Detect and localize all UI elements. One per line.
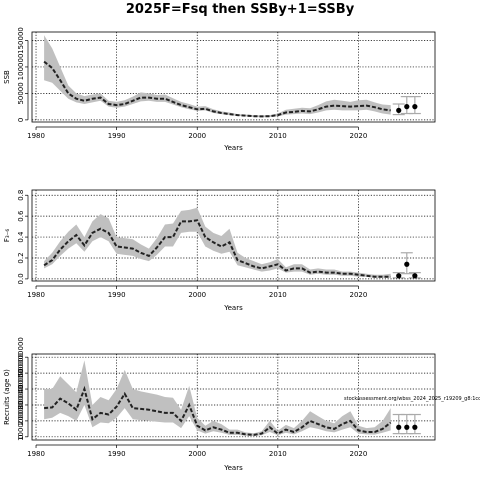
y-tick-label: 50000: [17, 82, 25, 104]
y-tick-label: 400000000: [17, 353, 25, 393]
page-title: 2025F=Fsq then SSBy+1=SSBy: [126, 2, 355, 17]
y-axis-label: F₃₋₆: [3, 229, 11, 243]
forecast-point: [396, 273, 402, 279]
x-tick-label: 2020: [350, 291, 368, 299]
x-tick-label: 2020: [350, 450, 368, 458]
y-tick-label: 0.4: [17, 231, 25, 243]
chart-panel-2: 1980 1990 2000 2010 2020 0.0 0.2 0.4 0.6 0.8 Years…: [3, 189, 436, 312]
x-tick-label: 1980: [27, 291, 45, 299]
chart-panel-3: 1980 1990 2000 2010 2020 01000000002000000003…: [3, 337, 480, 472]
x-tick-label: 1980: [27, 450, 45, 458]
x-tick-label: 2010: [269, 132, 287, 140]
x-tick-label: 1990: [108, 450, 126, 458]
y-tick-label: 0.8: [17, 190, 25, 201]
y-axis-label: SSB: [3, 70, 11, 84]
x-tick-label: 1990: [108, 132, 126, 140]
y-tick-label: 0: [17, 118, 25, 122]
x-tick-label: 2010: [269, 450, 287, 458]
x-tick-label: 2000: [188, 132, 206, 140]
x-tick-label: 1980: [27, 132, 45, 140]
y-tick-label: 0.0: [17, 273, 25, 284]
y-tick-label: 0.2: [17, 252, 25, 263]
estimate-line: [43, 60, 391, 118]
stockassessment-note: stockassessment.org/wbss_2024_2025_r1920…: [344, 396, 480, 402]
estimate-line: [44, 385, 392, 436]
forecast-point: [404, 261, 410, 267]
forecast-point: [396, 107, 402, 113]
forecast-point: [404, 424, 410, 430]
confidence-band: [44, 35, 391, 118]
x-tick-label: 2020: [350, 132, 368, 140]
forecast-point: [412, 424, 418, 430]
y-tick-label: 100000000: [17, 401, 25, 441]
x-axis-label: Years: [223, 464, 243, 472]
y-axis-label: Recruits (age 0): [3, 369, 11, 425]
y-tick-label: 200000000: [17, 385, 25, 425]
confidence-band: [44, 360, 391, 436]
forecast-point: [396, 424, 402, 430]
plot-frame: [31, 31, 436, 123]
forecast-point: [412, 273, 418, 279]
y-tick-label: 300000000: [17, 369, 25, 409]
plot-frame: [31, 353, 436, 441]
y-tick-label: 100000: [17, 54, 25, 81]
confidence-band: [44, 207, 391, 278]
plot-frame: [31, 189, 436, 282]
y-tick-label: 0.6: [17, 210, 25, 222]
x-tick-label: 2000: [188, 291, 206, 299]
x-tick-label: 2010: [269, 291, 287, 299]
y-tick-label: 500000000: [17, 337, 25, 377]
y-tick-label: 0: [17, 435, 25, 439]
x-axis-label: Years: [223, 304, 243, 312]
forecast-point: [404, 104, 410, 110]
x-tick-label: 2000: [188, 450, 206, 458]
x-axis-label: Years: [223, 144, 243, 152]
forecast-point: [412, 104, 418, 110]
x-tick-label: 1990: [108, 291, 126, 299]
y-tick-label: 150000: [17, 27, 25, 54]
estimate-line: [43, 219, 391, 278]
